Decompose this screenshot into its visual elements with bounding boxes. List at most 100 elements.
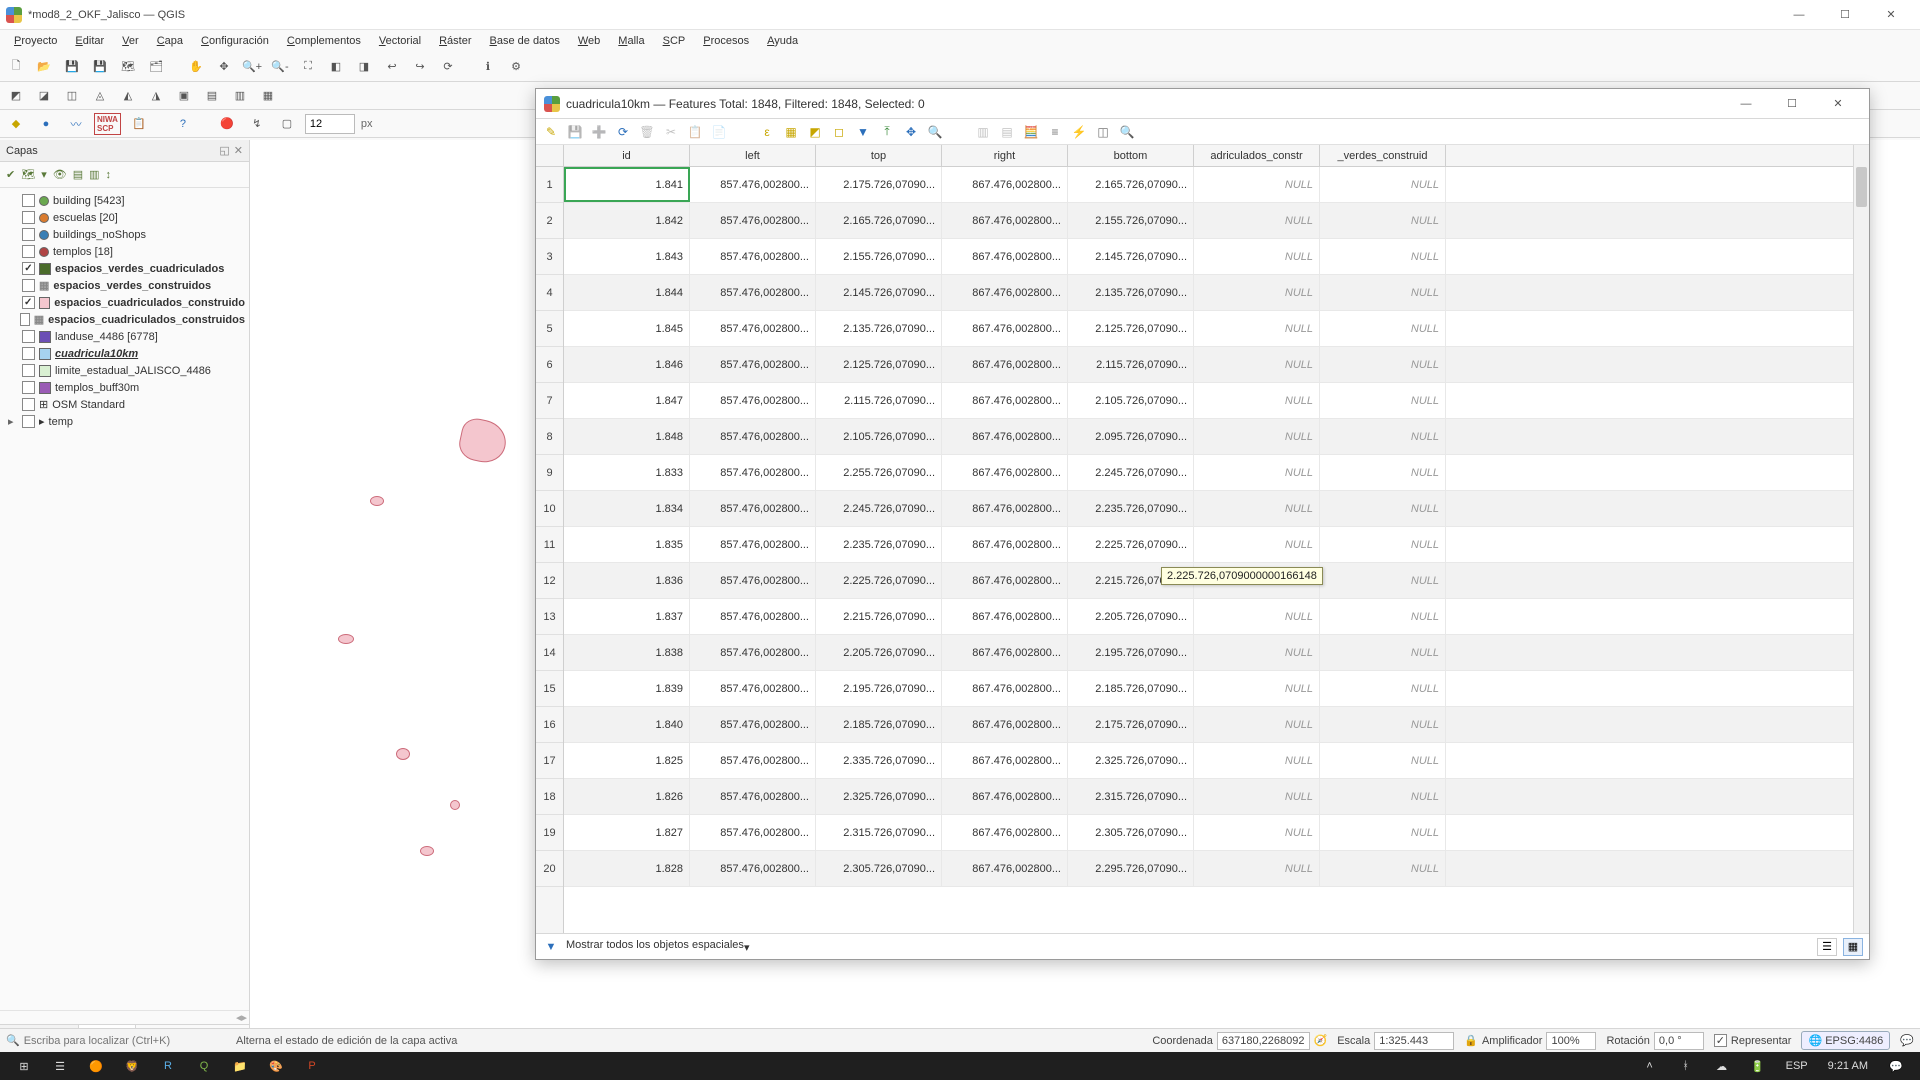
- table-cell[interactable]: NULL: [1194, 275, 1320, 310]
- row-header[interactable]: 2: [536, 203, 563, 239]
- layer-checkbox[interactable]: [22, 381, 35, 394]
- table-cell[interactable]: 1.843: [564, 239, 690, 274]
- tb2-g-icon[interactable]: ▣: [172, 84, 196, 108]
- table-cell[interactable]: 2.205.726,07090...: [1068, 599, 1194, 634]
- table-cell[interactable]: NULL: [1320, 455, 1446, 490]
- layer-tree[interactable]: building [5423]escuelas [20]buildings_no…: [0, 188, 249, 1010]
- identify-icon[interactable]: ℹ: [476, 55, 500, 79]
- table-cell[interactable]: 1.846: [564, 347, 690, 382]
- layer-row[interactable]: escuelas [20]: [2, 209, 247, 226]
- tray-lang[interactable]: ESP: [1776, 1060, 1818, 1072]
- scp-f-icon[interactable]: 🔴: [215, 112, 239, 136]
- table-cell[interactable]: 1.826: [564, 779, 690, 814]
- table-cell[interactable]: 2.105.726,07090...: [816, 419, 942, 454]
- table-cell[interactable]: 867.476,002800...: [942, 599, 1068, 634]
- table-cell[interactable]: 2.165.726,07090...: [816, 203, 942, 238]
- new-project-icon[interactable]: 🗋: [4, 55, 28, 79]
- table-cell[interactable]: 867.476,002800...: [942, 635, 1068, 670]
- table-cell[interactable]: 2.225.726,07090...: [1068, 527, 1194, 562]
- table-cell[interactable]: 857.476,002800...: [690, 419, 816, 454]
- menu-item[interactable]: Web: [570, 33, 608, 49]
- save-as-icon[interactable]: 💾: [88, 55, 112, 79]
- table-cell[interactable]: NULL: [1320, 203, 1446, 238]
- menu-item[interactable]: SCP: [655, 33, 694, 49]
- lt-c-icon[interactable]: ▾: [41, 168, 47, 181]
- tray-up-icon[interactable]: ˄: [1632, 1052, 1668, 1080]
- zoom-layer-icon[interactable]: ◨: [352, 55, 376, 79]
- table-cell[interactable]: NULL: [1320, 239, 1446, 274]
- table-cell[interactable]: NULL: [1194, 599, 1320, 634]
- tb2-b-icon[interactable]: ◪: [32, 84, 56, 108]
- table-row[interactable]: 1.841857.476,002800...2.175.726,07090...…: [564, 167, 1853, 203]
- table-row[interactable]: 1.834857.476,002800...2.245.726,07090...…: [564, 491, 1853, 527]
- table-cell[interactable]: 1.848: [564, 419, 690, 454]
- refresh-icon[interactable]: ⟳: [436, 55, 460, 79]
- minimize-button[interactable]: —: [1776, 0, 1822, 30]
- row-header[interactable]: 6: [536, 347, 563, 383]
- locator-input[interactable]: [24, 1035, 204, 1047]
- start-icon[interactable]: ⊞: [6, 1052, 42, 1080]
- layer-checkbox[interactable]: [22, 415, 35, 428]
- zoom-out-icon[interactable]: 🔍-: [268, 55, 292, 79]
- column-header[interactable]: top: [816, 145, 942, 166]
- row-header[interactable]: 14: [536, 635, 563, 671]
- row-header[interactable]: 20: [536, 851, 563, 887]
- table-cell[interactable]: NULL: [1194, 743, 1320, 778]
- row-header[interactable]: 7: [536, 383, 563, 419]
- table-cell[interactable]: 1.828: [564, 851, 690, 886]
- row-header[interactable]: 9: [536, 455, 563, 491]
- filter-icon[interactable]: ▼: [542, 938, 560, 956]
- hscroll-right-icon[interactable]: ▸: [241, 1011, 247, 1024]
- deselect-icon[interactable]: ◻: [830, 123, 848, 141]
- table-cell[interactable]: 867.476,002800...: [942, 743, 1068, 778]
- row-header[interactable]: 5: [536, 311, 563, 347]
- table-grid[interactable]: idlefttoprightbottomadriculados_constr_v…: [564, 145, 1853, 933]
- tray-clock[interactable]: 9:21 AM: [1818, 1060, 1878, 1072]
- save-edits-icon[interactable]: 💾: [566, 123, 584, 141]
- table-cell[interactable]: 2.325.726,07090...: [1068, 743, 1194, 778]
- table-cell[interactable]: 867.476,002800...: [942, 203, 1068, 238]
- tb2-h-icon[interactable]: ▤: [200, 84, 224, 108]
- table-cell[interactable]: 867.476,002800...: [942, 707, 1068, 742]
- table-cell[interactable]: 2.125.726,07090...: [1068, 311, 1194, 346]
- scp-number-input[interactable]: 12: [305, 114, 355, 134]
- layer-row[interactable]: ▸▸temp: [2, 413, 247, 430]
- table-cell[interactable]: NULL: [1194, 203, 1320, 238]
- table-cell[interactable]: 857.476,002800...: [690, 779, 816, 814]
- lt-e-icon[interactable]: ▤: [73, 168, 83, 181]
- lt-f-icon[interactable]: ▥: [89, 168, 99, 181]
- form-view-icon[interactable]: ☰: [1817, 938, 1837, 956]
- table-cell[interactable]: 857.476,002800...: [690, 851, 816, 886]
- row-header[interactable]: 13: [536, 599, 563, 635]
- table-cell[interactable]: 2.315.726,07090...: [816, 815, 942, 850]
- scp-g-icon[interactable]: ↯: [245, 112, 269, 136]
- table-cell[interactable]: NULL: [1320, 347, 1446, 382]
- table-cell[interactable]: 867.476,002800...: [942, 851, 1068, 886]
- toggle-edit-icon[interactable]: ✎: [542, 123, 560, 141]
- table-cell[interactable]: NULL: [1320, 851, 1446, 886]
- tb2-i-icon[interactable]: ▥: [228, 84, 252, 108]
- table-row[interactable]: 1.826857.476,002800...2.325.726,07090...…: [564, 779, 1853, 815]
- tb2-e-icon[interactable]: ◭: [116, 84, 140, 108]
- table-view-icon[interactable]: ▦: [1843, 938, 1863, 956]
- table-cell[interactable]: 867.476,002800...: [942, 419, 1068, 454]
- cond-format-icon[interactable]: ≡: [1046, 123, 1064, 141]
- table-row[interactable]: 1.845857.476,002800...2.135.726,07090...…: [564, 311, 1853, 347]
- table-cell[interactable]: 867.476,002800...: [942, 671, 1068, 706]
- menu-item[interactable]: Procesos: [695, 33, 757, 49]
- layer-row[interactable]: landuse_4486 [6778]: [2, 328, 247, 345]
- column-header[interactable]: right: [942, 145, 1068, 166]
- table-row[interactable]: 1.838857.476,002800...2.205.726,07090...…: [564, 635, 1853, 671]
- zoom-sel-icon[interactable]: ◧: [324, 55, 348, 79]
- table-cell[interactable]: 2.175.726,07090...: [816, 167, 942, 202]
- table-row[interactable]: 1.847857.476,002800...2.115.726,07090...…: [564, 383, 1853, 419]
- table-cell[interactable]: NULL: [1320, 491, 1446, 526]
- table-cell[interactable]: 2.245.726,07090...: [816, 491, 942, 526]
- table-cell[interactable]: 857.476,002800...: [690, 275, 816, 310]
- table-cell[interactable]: 857.476,002800...: [690, 563, 816, 598]
- menu-item[interactable]: Ayuda: [759, 33, 806, 49]
- layer-row[interactable]: building [5423]: [2, 192, 247, 209]
- table-row[interactable]: 1.828857.476,002800...2.305.726,07090...…: [564, 851, 1853, 887]
- table-cell[interactable]: NULL: [1194, 311, 1320, 346]
- scroll-thumb[interactable]: [1856, 167, 1867, 207]
